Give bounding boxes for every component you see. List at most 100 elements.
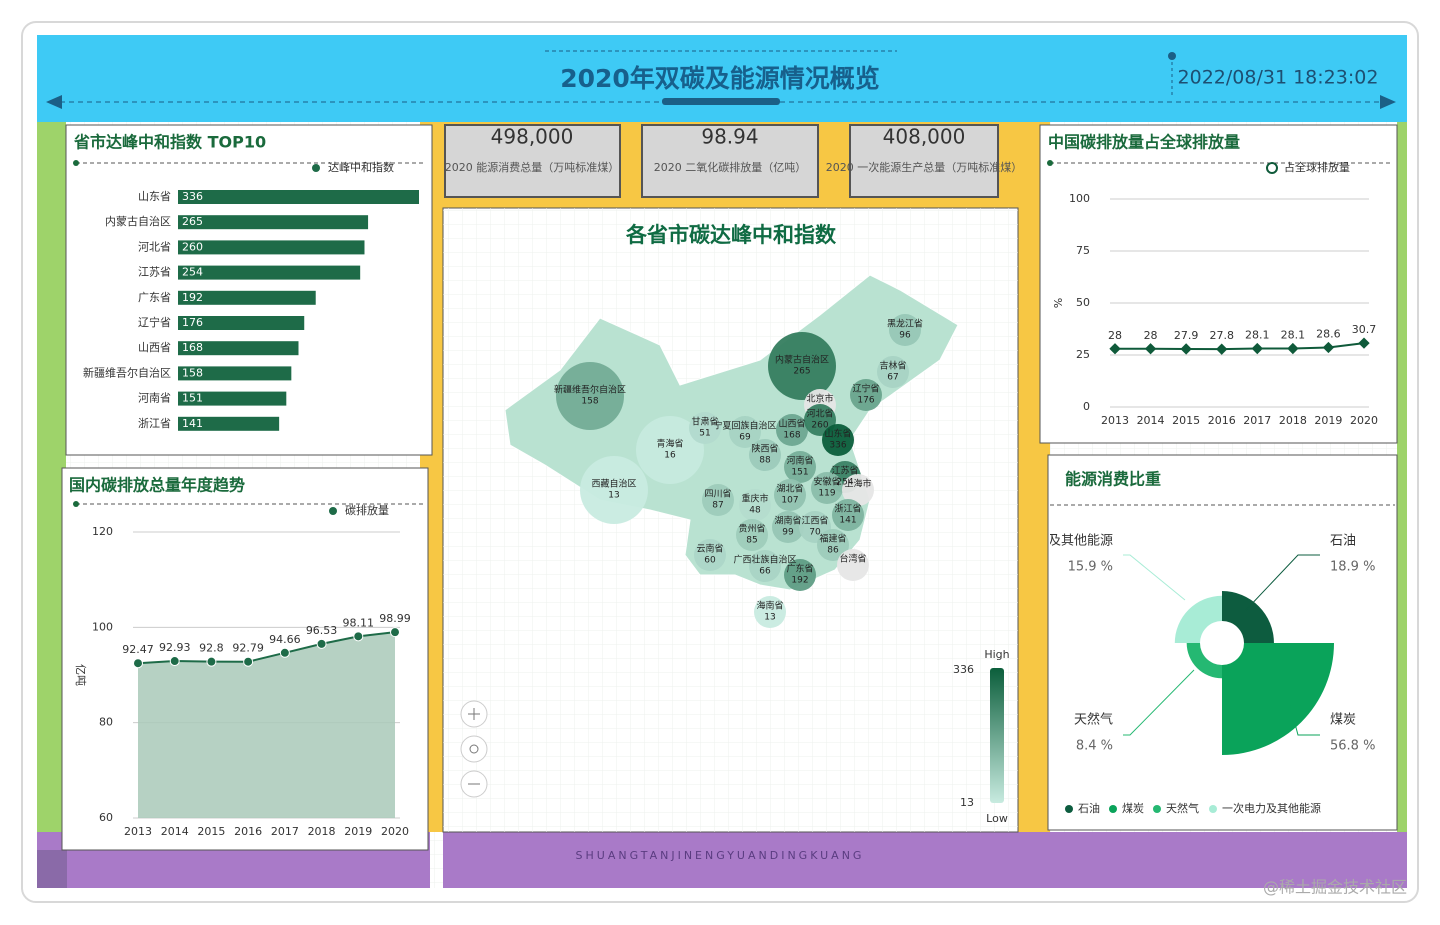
slice-label: 煤炭	[1330, 713, 1356, 728]
region	[580, 456, 648, 524]
x-tick-label: 2013	[124, 825, 152, 838]
region-value: 158	[581, 397, 598, 407]
region	[822, 424, 854, 456]
data-label: 94.66	[269, 633, 301, 646]
region-value: 87	[712, 501, 723, 511]
data-label: 98.11	[343, 616, 375, 629]
region-label: 海南省	[756, 600, 783, 612]
bar	[178, 416, 280, 431]
region-label: 山西省	[778, 418, 805, 430]
data-label: 28.6	[1316, 328, 1341, 341]
point	[206, 656, 217, 667]
region	[817, 529, 849, 561]
region-label: 广东省	[786, 563, 813, 575]
x-tick-label: 2018	[308, 825, 336, 838]
rule-dot	[1047, 160, 1053, 166]
y-tick-label: 75	[1076, 244, 1090, 257]
region	[832, 499, 864, 531]
visual-map-bar	[990, 668, 1004, 803]
region	[749, 439, 781, 471]
region-label: 宁夏回族自治区	[713, 420, 776, 432]
region	[772, 511, 804, 543]
page-title: 2020年双碳及能源情况概览	[560, 64, 880, 93]
x-tick-label: 2017	[271, 825, 299, 838]
legend-label: 达峰中和指数	[328, 160, 394, 174]
data-label: 168	[182, 341, 203, 354]
region-label: 内蒙古自治区	[775, 354, 829, 366]
x-tick-label: 2013	[1101, 414, 1129, 427]
legend-swatch	[1153, 805, 1161, 813]
y-tick-label: 新疆维吾尔自治区	[83, 365, 171, 379]
data-label: 151	[182, 392, 203, 405]
data-label: 254	[182, 266, 203, 279]
data-label: 28	[1108, 329, 1122, 342]
data-label: 30.7	[1352, 323, 1377, 336]
x-tick-label: 2016	[234, 825, 262, 838]
x-tick-label: 2015	[1172, 414, 1200, 427]
y-tick-label: 120	[92, 525, 113, 538]
x-tick-label: 2017	[1243, 414, 1271, 427]
point	[1251, 342, 1263, 355]
x-tick-label: 2019	[1314, 414, 1342, 427]
point	[353, 631, 364, 642]
data-label: 192	[182, 291, 203, 304]
data-label: 158	[182, 366, 203, 379]
data-label: 265	[182, 215, 203, 228]
side-strip	[37, 122, 66, 888]
side-strip	[1397, 122, 1407, 832]
chart-title: 中国碳排放量占全球排放量	[1048, 133, 1240, 152]
region-value: 265	[793, 367, 810, 377]
region	[837, 549, 869, 581]
point	[1180, 343, 1192, 355]
rose-segment	[1186, 643, 1222, 679]
region-label: 山东省	[824, 428, 851, 440]
rose-segment	[1174, 595, 1222, 643]
region-label: 青海省	[656, 438, 683, 450]
region	[784, 559, 816, 591]
region	[636, 416, 704, 484]
region	[689, 412, 721, 444]
y-tick-label: 浙江省	[138, 417, 171, 430]
y-tick-label: 山西省	[138, 341, 171, 354]
region-value: 13	[608, 491, 619, 501]
visual-map-min: 13	[960, 796, 974, 809]
legend-swatch	[312, 164, 320, 172]
slice-value: 15.9 %	[1068, 560, 1113, 575]
region	[776, 414, 808, 446]
header-dot	[1168, 52, 1176, 60]
data-label: 28	[1144, 329, 1158, 342]
kpi-label: 2020 一次能源生产总量（万吨标准煤）	[826, 160, 1023, 174]
slice-value: 56.8 %	[1330, 739, 1375, 754]
legend-swatch	[1209, 805, 1217, 813]
point	[1144, 343, 1157, 355]
x-tick-label: 2014	[161, 825, 189, 838]
slice-label: 一次电力及其他能源	[996, 533, 1113, 549]
y-tick-label: 辽宁省	[138, 315, 171, 329]
chart-title: 各省市碳达峰中和指数	[625, 223, 837, 247]
zoom-controls	[460, 700, 488, 798]
line	[137, 631, 396, 665]
region-label: 广西壮族自治区	[733, 554, 796, 566]
region-label: 云南省	[696, 543, 723, 555]
y-tick-label: 60	[99, 811, 113, 824]
region-value: 107	[781, 496, 798, 506]
leader-line	[1245, 554, 1320, 611]
region-value: 96	[899, 331, 911, 341]
region	[768, 332, 836, 400]
slice-label: 石油	[1330, 534, 1356, 549]
data-label: 92.93	[159, 641, 191, 654]
region-label: 甘肃省	[691, 416, 718, 428]
x-tick-label: 2020	[381, 825, 409, 838]
zoom-reset[interactable]	[460, 735, 488, 763]
y-tick-label: 内蒙古自治区	[105, 214, 171, 228]
region-label: 黑龙江省	[887, 318, 923, 330]
region	[702, 484, 734, 516]
rose-segment	[1222, 643, 1334, 755]
region-label: 辽宁省	[852, 383, 879, 395]
x-tick-label: 2019	[344, 825, 372, 838]
region-value: 88	[759, 456, 771, 466]
legend-label: 天然气	[1166, 801, 1199, 815]
kpi-value: 408,000	[883, 125, 966, 149]
chart-title: 能源消费比重	[1065, 470, 1161, 489]
data-label: 176	[182, 316, 203, 329]
